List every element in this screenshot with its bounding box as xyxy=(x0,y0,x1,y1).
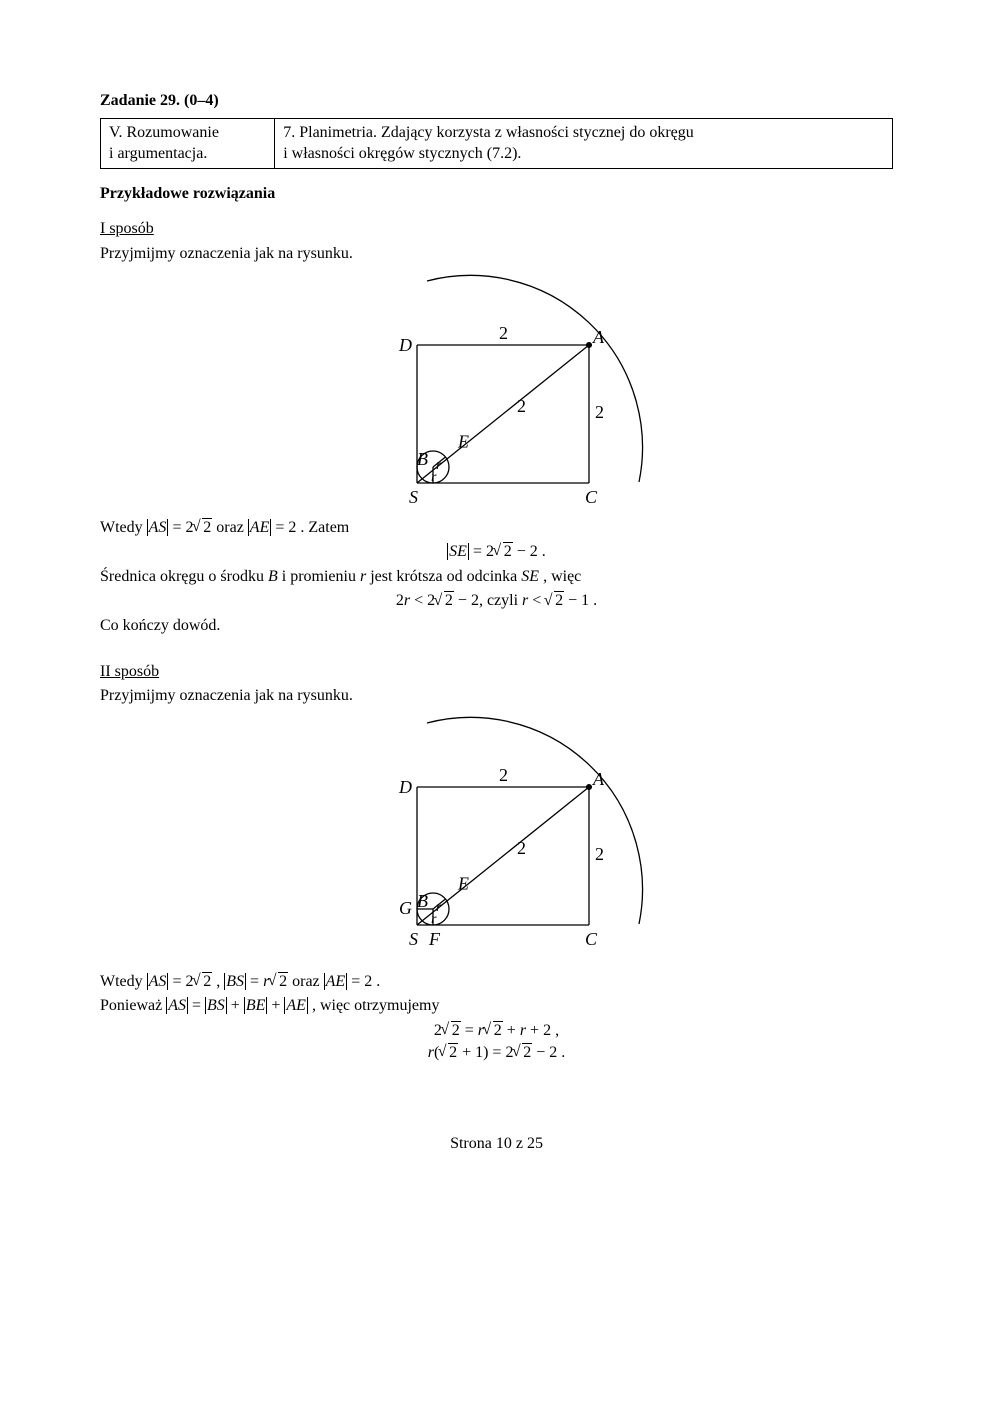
svg-text:C: C xyxy=(585,487,598,507)
svg-text:G: G xyxy=(399,898,412,918)
m1-ineq: 2r < 22 − 2, czyli r < 2 − 1 . xyxy=(100,590,893,612)
svg-text:2: 2 xyxy=(499,765,508,785)
svg-text:S: S xyxy=(409,487,418,507)
svg-text:2: 2 xyxy=(499,323,508,343)
svg-text:E: E xyxy=(456,431,468,451)
task-heading: Zadanie 29. (0–4) xyxy=(100,90,893,112)
svg-text:2: 2 xyxy=(595,844,604,864)
svg-text:2: 2 xyxy=(517,838,526,858)
spec-left-1: V. Rozumowanie xyxy=(109,124,219,141)
svg-text:B: B xyxy=(417,891,428,911)
m1-se-eq: SE = 22 − 2 . xyxy=(100,541,893,563)
svg-text:2: 2 xyxy=(517,396,526,416)
m2-eq1: 22 = r2 + r + 2 , xyxy=(100,1020,893,1042)
svg-text:A: A xyxy=(592,327,605,347)
spec-table: V. Rozumowanie i argumentacja. 7. Planim… xyxy=(100,118,893,169)
m1-diam: Średnica okręgu o środku B i promieniu r… xyxy=(100,566,893,588)
svg-text:r: r xyxy=(436,458,442,473)
svg-text:A: A xyxy=(592,769,605,789)
svg-text:E: E xyxy=(456,873,468,893)
svg-text:C: C xyxy=(585,929,598,949)
spec-right-2: i własności okręgów stycznych (7.2). xyxy=(283,145,521,162)
svg-text:S: S xyxy=(409,929,418,949)
method2-heading: II sposób xyxy=(100,663,159,680)
diagram-1: D 2 A 2 2 C S E Brr xyxy=(337,273,657,513)
svg-text:B: B xyxy=(417,449,428,469)
m2-since: Ponieważ AS = BS + BE + AE , więc otrzym… xyxy=(100,995,893,1017)
svg-text:2: 2 xyxy=(595,402,604,422)
page-footer: Strona 10 z 25 xyxy=(100,1133,893,1155)
svg-text:F: F xyxy=(428,929,441,949)
m2-eq2: r(2 + 1) = 22 − 2 . xyxy=(100,1042,893,1064)
assume-2: Przyjmijmy oznaczenia jak na rysunku. xyxy=(100,685,893,707)
method1-heading: I sposób xyxy=(100,220,154,237)
diagram-2: D 2 A 2 2 C S E BrrFG xyxy=(337,715,657,961)
solutions-heading: Przykładowe rozwiązania xyxy=(100,183,893,205)
svg-text:r: r xyxy=(431,912,437,927)
spec-right-1: 7. Planimetria. Zdający korzysta z własn… xyxy=(283,124,694,141)
svg-text:r: r xyxy=(431,470,437,485)
assume-1: Przyjmijmy oznaczenia jak na rysunku. xyxy=(100,243,893,265)
spec-left-2: i argumentacja. xyxy=(109,145,207,162)
svg-text:D: D xyxy=(398,335,412,355)
svg-text:r: r xyxy=(436,900,442,915)
m1-wtedy: Wtedy AS = 22 oraz AE = 2 . Zatem xyxy=(100,517,893,539)
svg-text:D: D xyxy=(398,777,412,797)
m1-end: Co kończy dowód. xyxy=(100,615,893,637)
m2-wtedy: Wtedy AS = 22 , BS = r2 oraz AE = 2 . xyxy=(100,971,893,993)
